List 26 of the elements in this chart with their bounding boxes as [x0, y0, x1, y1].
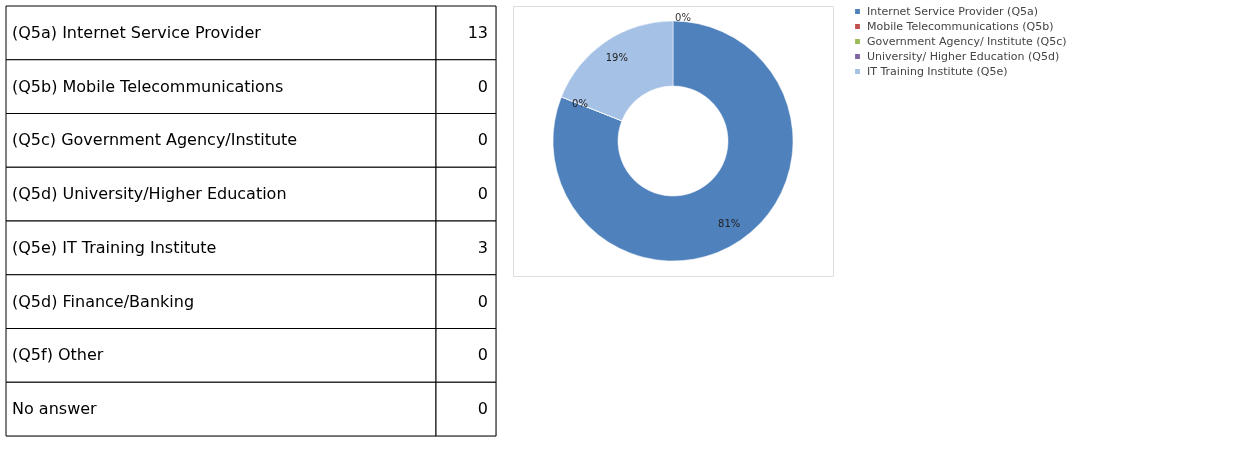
- legend-label: Mobile Telecommunications (Q5b): [867, 19, 1054, 33]
- category-label: (Q5c) Government Agency/Institute: [12, 130, 298, 150]
- category-label: (Q5b) Mobile Telecommunications: [12, 76, 284, 96]
- data-label: 19%: [605, 52, 628, 64]
- text: 0%: [572, 98, 588, 110]
- legend-label: University/ Higher Education (Q5d): [867, 49, 1060, 63]
- data-label: 81%: [718, 217, 741, 229]
- data-label: 3: [477, 237, 488, 257]
- donut-slice: [552, 20, 794, 262]
- data-label: 13: [467, 22, 488, 42]
- category-label: (Q5f) Other: [12, 345, 104, 365]
- category-label: (Q5a) Internet Service Provider: [12, 22, 262, 42]
- data-label: 0: [477, 291, 488, 311]
- category-label: (Q5d) Finance/Banking: [12, 291, 195, 311]
- data-label: 0: [477, 130, 488, 150]
- text: 0%: [675, 12, 691, 23]
- category-label: (Q5e) IT Training Institute: [12, 237, 217, 257]
- legend-label: Government Agency/ Institute (Q5c): [867, 34, 1067, 48]
- data-label: 0: [477, 184, 488, 204]
- data-label: 0: [477, 76, 488, 96]
- category-label: No answer: [12, 399, 98, 419]
- legend-label: Internet Service Provider (Q5a): [867, 4, 1039, 18]
- legend-label: IT Training Institute (Q5e): [867, 64, 1008, 78]
- data-label: 0: [477, 345, 488, 365]
- data-label: 0: [477, 399, 488, 419]
- category-label: (Q5d) University/Higher Education: [12, 184, 287, 204]
